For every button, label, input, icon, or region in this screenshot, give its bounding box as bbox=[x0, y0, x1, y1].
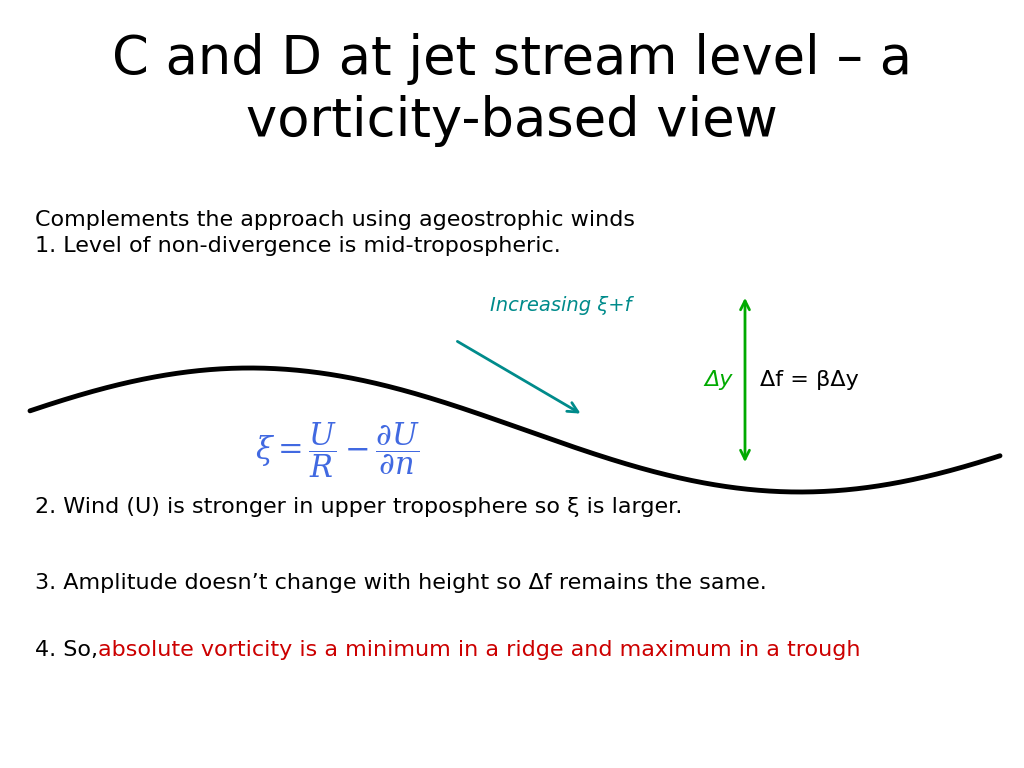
Text: 3. Amplitude doesn’t change with height so Δf remains the same.: 3. Amplitude doesn’t change with height … bbox=[35, 573, 767, 593]
Text: Increasing ξ+f: Increasing ξ+f bbox=[490, 296, 632, 315]
Text: Complements the approach using ageostrophic winds: Complements the approach using ageostrop… bbox=[35, 210, 635, 230]
Text: 4. So,: 4. So, bbox=[35, 640, 105, 660]
Text: Δy: Δy bbox=[705, 370, 733, 390]
Text: 1. Level of non-divergence is mid-tropospheric.: 1. Level of non-divergence is mid-tropos… bbox=[35, 236, 561, 256]
Text: absolute vorticity is a minimum in a ridge and maximum in a trough: absolute vorticity is a minimum in a rid… bbox=[98, 640, 860, 660]
Text: Δf = βΔy: Δf = βΔy bbox=[760, 370, 859, 390]
Text: 2. Wind (U) is stronger in upper troposphere so ξ is larger.: 2. Wind (U) is stronger in upper troposp… bbox=[35, 497, 682, 517]
Text: C and D at jet stream level – a
vorticity-based view: C and D at jet stream level – a vorticit… bbox=[112, 33, 912, 147]
Text: $\xi = \dfrac{U}{R} - \dfrac{\partial U}{\partial n}$: $\xi = \dfrac{U}{R} - \dfrac{\partial U}… bbox=[255, 420, 420, 479]
